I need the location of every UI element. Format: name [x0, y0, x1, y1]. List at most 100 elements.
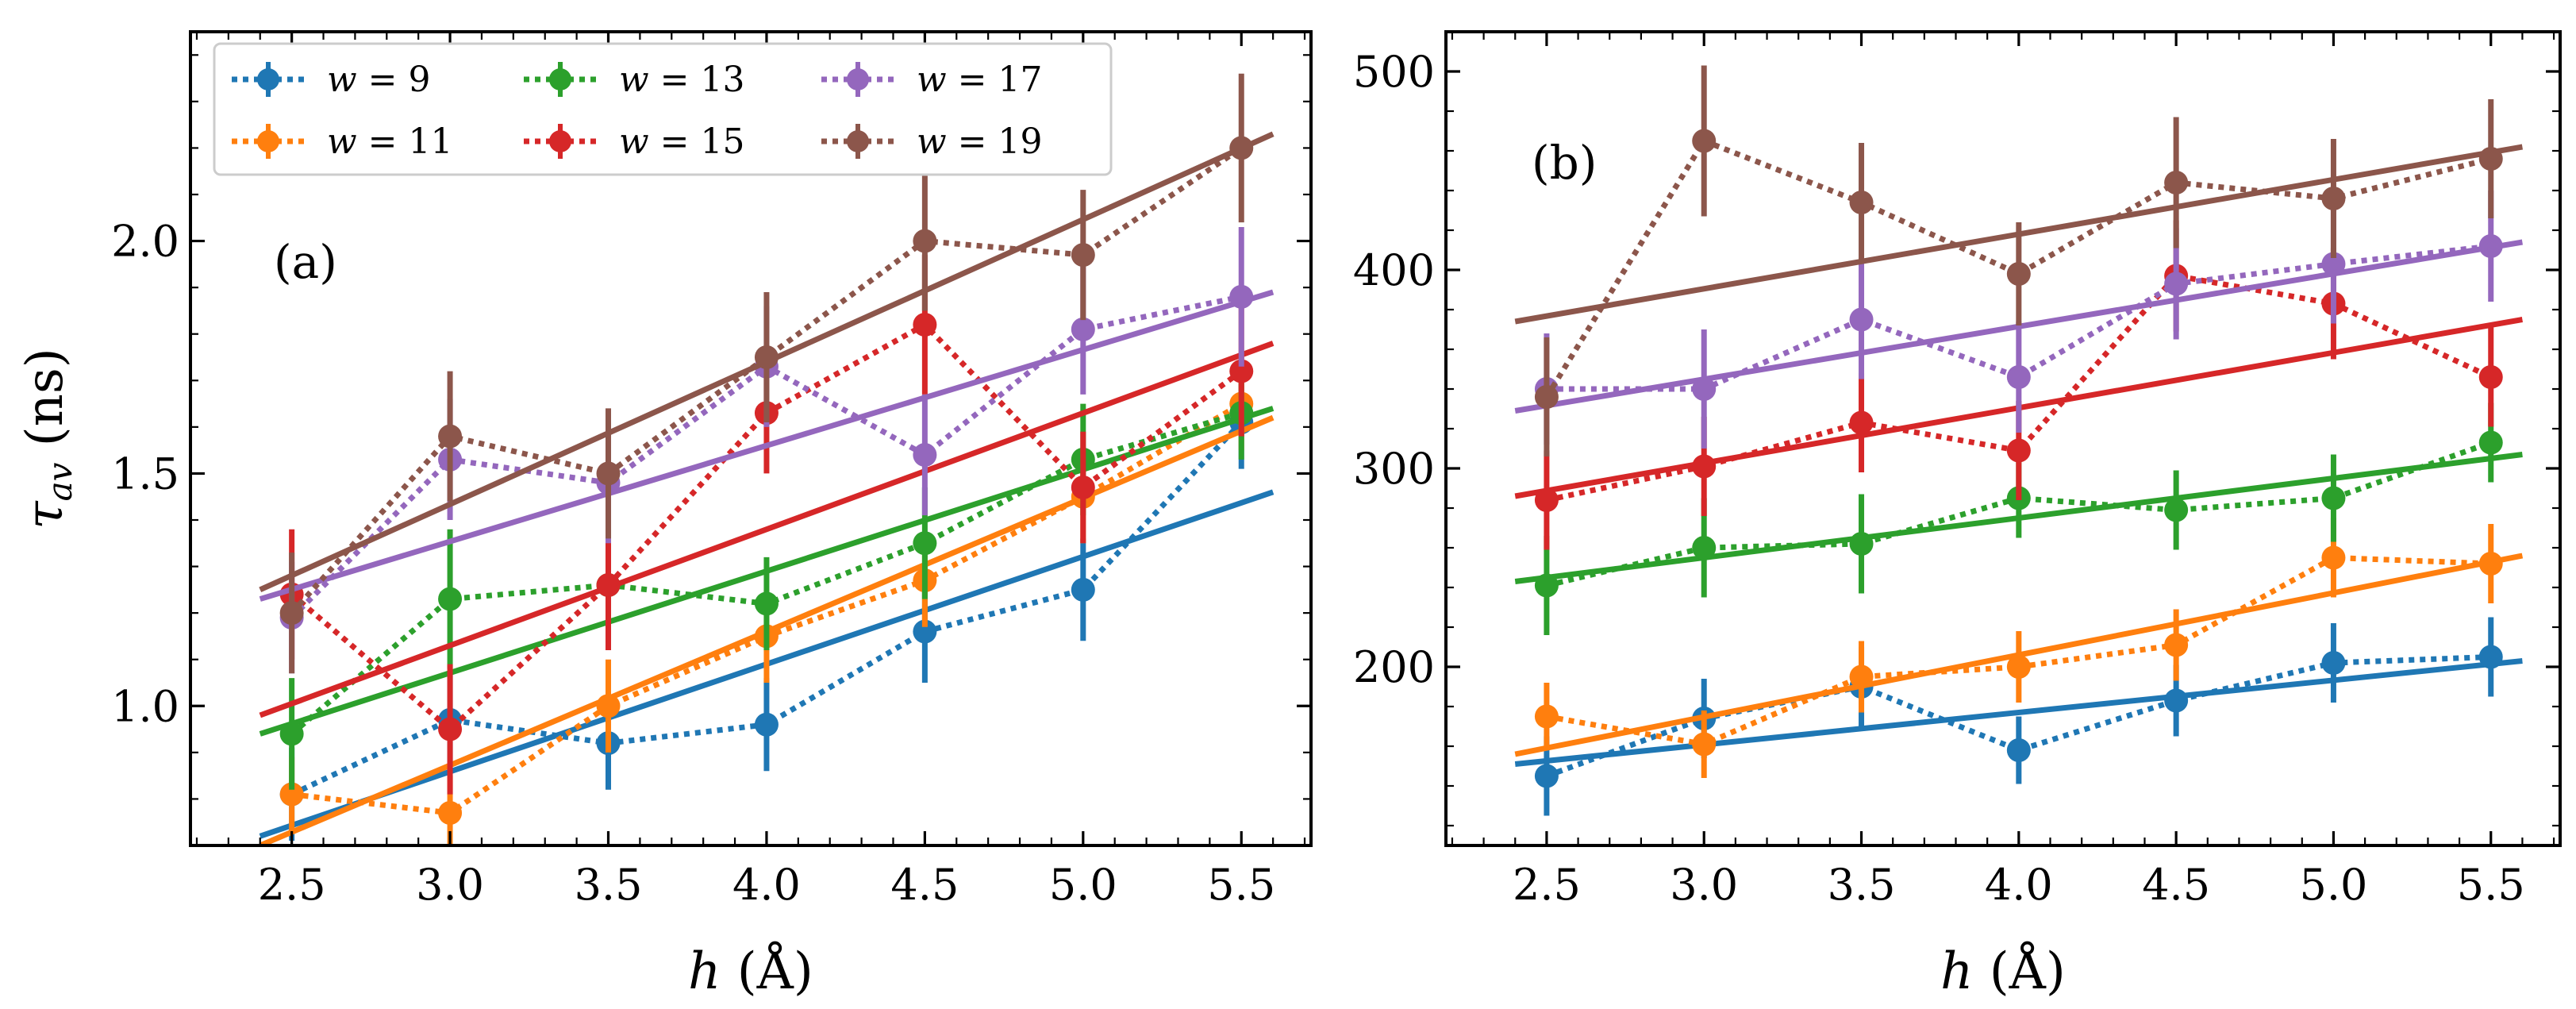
y-tick-label: 200	[1353, 642, 1435, 692]
x-axis-label: h (Å)	[688, 942, 813, 1001]
x-tick-label: 5.5	[2457, 860, 2525, 910]
legend-label-symbol: w	[327, 60, 357, 100]
legend-label: w = 9	[327, 60, 431, 100]
data-point	[438, 717, 463, 741]
y-tick-label: 300	[1353, 444, 1435, 494]
x-tick-label: 4.0	[1985, 860, 2053, 910]
fit-line	[259, 289, 1275, 602]
series-w19	[259, 73, 1275, 674]
data-point	[913, 313, 937, 337]
data-point	[1534, 573, 1559, 598]
legend-label-symbol: w	[619, 121, 649, 162]
y-tick-label: 500	[1353, 47, 1435, 97]
plot-area	[259, 73, 1275, 845]
y-tick-label: 1.0	[111, 681, 179, 731]
x-tick-label: 2.5	[1513, 860, 1581, 910]
legend-marker	[257, 130, 279, 152]
legend-label-value: = 15	[649, 121, 745, 162]
panel-label: (b)	[1532, 136, 1597, 190]
y-axis-label-symbol: τ	[16, 500, 75, 530]
data-point	[1071, 476, 1095, 499]
legend-label: w = 15	[619, 121, 745, 162]
fit-line	[1514, 658, 2523, 767]
data-point	[1849, 664, 1874, 689]
data-point	[1849, 191, 1874, 214]
legend-item: w = 11	[232, 121, 453, 162]
data-point	[2164, 633, 2189, 657]
data-point	[279, 722, 304, 746]
series-w11	[1514, 518, 2524, 778]
panel-a-chart: 2.5 3.0 3.5 4.0 4.5 5.0 5.5 1.0 1.5 2.0 h (Å) τav (…	[16, 30, 1313, 1001]
data-point	[1849, 532, 1874, 556]
legend-label-value: = 9	[357, 60, 431, 100]
legend-label: w = 11	[327, 121, 453, 162]
x-axis-label: h (Å)	[1940, 942, 2066, 1001]
legend-label-value: = 13	[649, 60, 745, 100]
data-point	[2321, 545, 2346, 570]
data-point	[1534, 488, 1559, 512]
data-point	[913, 229, 937, 253]
axes-frame	[189, 30, 1313, 847]
x-tick-label: 3.0	[1670, 860, 1738, 910]
data-point	[1692, 454, 1717, 479]
legend-label-symbol: w	[327, 121, 357, 162]
data-point	[913, 619, 937, 644]
data-point	[2321, 187, 2346, 210]
legend-label-symbol: w	[917, 60, 947, 100]
x-tick-label: 5.0	[1049, 860, 1117, 910]
data-point	[2006, 738, 2031, 762]
x-axis-label-unit: (Å)	[721, 942, 813, 1001]
legend-label: w = 17	[917, 60, 1043, 100]
y-axis-label-unit: (ns)	[16, 348, 75, 462]
x-axis-label-unit: (Å)	[1973, 942, 2066, 1001]
data-point	[438, 801, 463, 825]
data-point	[2478, 552, 2503, 576]
y-tick-label: 400	[1353, 245, 1435, 295]
y-axis-label-subscript: av	[40, 462, 79, 501]
data-point	[2478, 430, 2503, 455]
legend-marker	[847, 130, 869, 152]
data-point	[2164, 688, 2189, 713]
data-point	[913, 531, 937, 556]
legend-label-value: = 11	[357, 121, 453, 162]
x-tick-label: 4.0	[732, 860, 801, 910]
x-tick-label: 3.5	[1828, 860, 1896, 910]
data-point	[1692, 732, 1717, 757]
data-point	[1229, 136, 1254, 160]
panel-label: (a)	[274, 235, 337, 289]
data-point	[2006, 365, 2031, 389]
legend: w = 9w = 11w = 13w = 15w = 17w = 19	[213, 42, 1113, 176]
plot-area	[1514, 65, 2524, 816]
data-point	[2478, 645, 2503, 669]
legend-frame	[213, 42, 1113, 176]
data-point	[438, 587, 463, 611]
legend-label-symbol: w	[917, 121, 947, 162]
data-point	[1692, 536, 1717, 560]
data-point	[596, 694, 621, 718]
data-point	[2006, 655, 2031, 679]
x-axis-label-symbol: h	[1940, 942, 1973, 1001]
x-tick-label: 5.0	[2299, 860, 2367, 910]
fit-line	[259, 341, 1275, 718]
series-w17	[1514, 191, 2523, 449]
data-point	[1534, 764, 1559, 788]
legend-item: w = 13	[524, 60, 745, 100]
y-tick-label: 1.5	[111, 449, 179, 499]
data-point	[1534, 385, 1559, 409]
data-point	[2478, 234, 2503, 258]
data-point	[1692, 129, 1717, 153]
data-point	[1849, 307, 1874, 332]
data-point	[279, 601, 304, 626]
y-axis-label: τav (ns)	[16, 348, 79, 530]
legend-label-value: = 17	[947, 60, 1043, 100]
y-tick-label: 2.0	[111, 217, 179, 267]
legend-item: w = 17	[821, 60, 1043, 100]
data-point	[2478, 365, 2503, 389]
data-point	[2321, 486, 2346, 510]
data-point	[279, 782, 304, 807]
data-point	[754, 345, 779, 369]
data-point	[2164, 171, 2189, 194]
data-point	[2006, 262, 2031, 286]
x-tick-label: 4.5	[2142, 860, 2210, 910]
